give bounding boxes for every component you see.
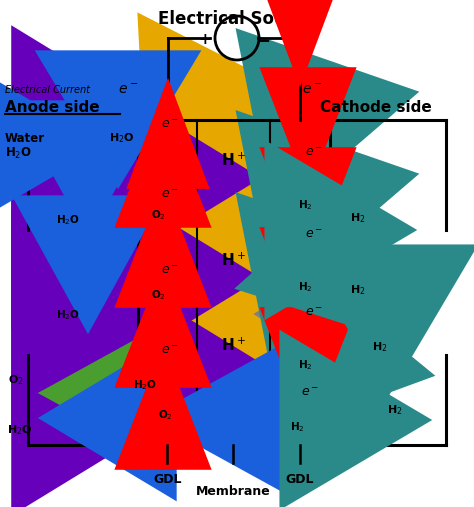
- Text: GDL: GDL: [153, 473, 182, 486]
- Text: H$_2$O: H$_2$O: [56, 308, 80, 322]
- Text: Membrane: Membrane: [196, 485, 271, 498]
- Text: H$_2$: H$_2$: [298, 280, 313, 294]
- Text: H$_2$: H$_2$: [387, 403, 403, 417]
- Text: Electrical Current: Electrical Current: [5, 85, 90, 95]
- Text: H$^+$: H$^+$: [220, 251, 246, 269]
- Text: H$_2$: H$_2$: [298, 198, 313, 212]
- Text: H$_2$O: H$_2$O: [133, 378, 157, 392]
- Text: Cathode side: Cathode side: [320, 100, 432, 116]
- Text: H$_2$O: H$_2$O: [109, 131, 135, 145]
- Text: $e^-$: $e^-$: [305, 307, 323, 319]
- Text: $e^-$: $e^-$: [305, 146, 323, 159]
- Text: H$_2$: H$_2$: [290, 420, 305, 434]
- Text: O$_2$: O$_2$: [151, 208, 165, 222]
- Text: H$_2$O: H$_2$O: [5, 146, 32, 161]
- Text: $e^-$: $e^-$: [161, 264, 179, 276]
- Text: Electrical Source: Electrical Source: [158, 10, 316, 28]
- Text: $e^-$: $e^-$: [305, 229, 323, 241]
- Text: $e^-$: $e^-$: [302, 83, 322, 97]
- Text: $e^-$: $e^-$: [161, 344, 179, 356]
- Text: H$_2$O: H$_2$O: [56, 213, 80, 227]
- Text: −: −: [256, 31, 270, 49]
- Text: H$_2$: H$_2$: [350, 283, 366, 297]
- Text: $e^-$: $e^-$: [161, 119, 179, 131]
- Text: H$_2$O: H$_2$O: [7, 423, 33, 437]
- Text: O$_2$: O$_2$: [8, 373, 24, 387]
- Text: Anode side: Anode side: [5, 100, 100, 116]
- Text: GDL: GDL: [286, 473, 314, 486]
- Text: H$_2$: H$_2$: [372, 340, 388, 354]
- Text: H$_2$: H$_2$: [350, 211, 366, 225]
- Bar: [138, 120, 197, 445]
- Text: +: +: [199, 32, 211, 48]
- Text: H$^+$: H$^+$: [220, 152, 246, 169]
- Text: O$_2$: O$_2$: [158, 408, 173, 422]
- Text: O$_2$: O$_2$: [151, 288, 165, 302]
- Text: $e^-$: $e^-$: [301, 385, 319, 399]
- Text: Water: Water: [5, 131, 45, 144]
- Bar: [270, 120, 330, 445]
- Text: $e^-$: $e^-$: [161, 189, 179, 201]
- Text: H$_2$: H$_2$: [298, 358, 313, 372]
- Text: H$^+$: H$^+$: [220, 336, 246, 354]
- Text: $e^-$: $e^-$: [118, 83, 138, 97]
- Bar: [197, 120, 270, 445]
